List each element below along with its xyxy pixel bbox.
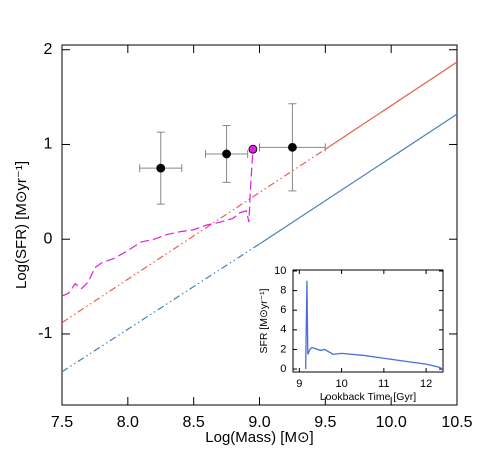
y-tick-label: 0 — [43, 230, 52, 247]
y-tick-label: 2 — [43, 41, 52, 58]
x-tick-label: 10 — [335, 378, 347, 390]
x-tick-label: 10.5 — [441, 414, 472, 431]
series-line — [62, 148, 326, 324]
data-point — [222, 149, 231, 159]
data-point — [248, 144, 258, 154]
x-tick-label: 11 — [378, 378, 389, 390]
series-line — [325, 61, 457, 150]
y-tick-label: 6 — [280, 304, 286, 316]
y-tick-label: 0 — [280, 363, 286, 375]
series-line — [259, 113, 457, 245]
x-tick-label: 8.5 — [183, 414, 205, 431]
y-tick-label: -1 — [38, 325, 52, 342]
plot-frame — [292, 269, 444, 373]
data-point — [288, 142, 297, 152]
x-tick-label: 8.0 — [117, 414, 139, 431]
y-tick-label: 10 — [274, 265, 286, 277]
x-axis-label: Log(Mass) [M⊙] — [205, 429, 313, 446]
series-line — [62, 243, 260, 373]
y-axis-label: Log(SFR) [M⊙yr⁻¹] — [13, 161, 30, 289]
y-axis-label: SFR [M⊙yr⁻¹] — [258, 288, 270, 353]
y-tick-label: 4 — [280, 324, 286, 336]
x-tick-label: 9.0 — [248, 414, 270, 431]
series-line — [305, 280, 443, 370]
x-tick-label: 10.0 — [376, 414, 407, 431]
y-tick-label: 2 — [280, 343, 286, 355]
x-axis-label: Lookback Time [Gyr] — [320, 391, 416, 403]
x-tick-label: 9.5 — [314, 414, 336, 431]
y-tick-label: 1 — [43, 136, 52, 153]
y-tick-label: 8 — [280, 285, 286, 297]
x-tick-label: 7.5 — [51, 414, 73, 431]
series-line — [62, 149, 254, 297]
x-tick-label: 9 — [296, 378, 302, 390]
data-point — [156, 163, 166, 173]
x-tick-label: 12 — [420, 378, 432, 390]
